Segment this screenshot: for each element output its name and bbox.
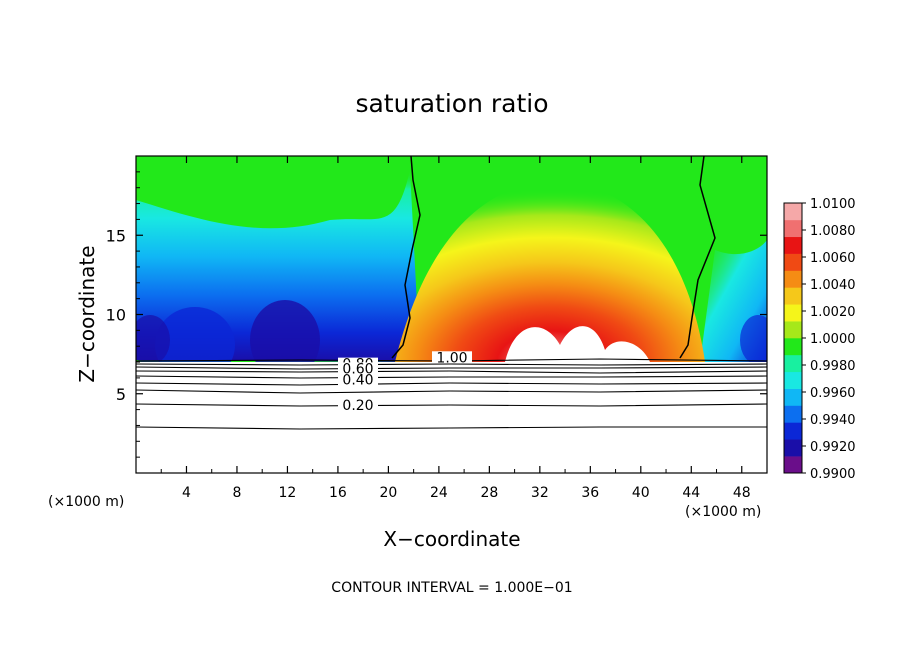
cool-lobe [740, 315, 767, 362]
colorbar-band [784, 405, 802, 423]
y-tick-label: 15 [106, 226, 126, 245]
colorbar-band [784, 321, 802, 339]
colorbar-label: 1.0080 [810, 224, 856, 239]
colorbar-label: 1.0060 [810, 251, 856, 266]
colorbar: 0.9900 0.9920 0.9940 0.9960 0.9980 1.0000 1.00… [783, 197, 856, 482]
contour-labels: 1.000.800.600.400.20 [338, 350, 472, 414]
y-tick-label: 10 [106, 306, 126, 325]
x-axis-label: X−coordinate [383, 527, 520, 551]
colorbar-band [784, 253, 802, 271]
colorbar-label: 1.0040 [810, 278, 856, 293]
x-tick-label: 16 [329, 485, 347, 501]
high-region [505, 326, 650, 362]
colorbar-label: 0.9920 [810, 440, 856, 455]
contour-label-bg [338, 398, 378, 411]
x-tick-label: 40 [632, 485, 650, 501]
x-tick-label: 24 [430, 485, 448, 501]
contour-label: 1.00 [436, 350, 467, 366]
colorbar-band [784, 203, 802, 221]
colorbar-label: 1.0000 [810, 332, 856, 347]
colorbar-band [784, 338, 802, 356]
colorbar-band [784, 287, 802, 305]
colorbar-band [784, 439, 802, 457]
x-tick-label: 28 [480, 485, 498, 501]
contour-label-bg [338, 373, 378, 386]
colorbar-band [784, 371, 802, 389]
contour-label: 0.40 [342, 372, 373, 388]
colorbar-label: 0.9900 [810, 467, 856, 482]
colorbar-label: 1.0020 [810, 305, 856, 320]
contour-label-bg [338, 362, 378, 375]
cool-lobe [136, 315, 170, 362]
colorbar-band [784, 456, 802, 474]
colorbar-band [784, 354, 802, 373]
y-axis-label: Z−coordinate [75, 245, 99, 382]
colorbar-label: 0.9980 [810, 359, 856, 374]
colorbar-label: 0.9960 [810, 386, 856, 401]
plot-area: 1.000.800.600.400.20 4812162024283236404… [106, 155, 768, 501]
colorbar-band [784, 270, 802, 288]
contour-lines [135, 358, 768, 430]
contour-label-bg [432, 351, 472, 364]
colorbar-band [784, 304, 802, 322]
cool-lobe [155, 307, 235, 362]
contour-1.00-right [679, 155, 716, 359]
x-unit-right: (×1000 m) [685, 504, 761, 520]
cool-lobe [250, 300, 320, 362]
colorbar-band [784, 219, 802, 238]
colorbar-band [784, 422, 802, 440]
contour-1.00-left [391, 155, 421, 359]
x-tick-label: 8 [232, 485, 241, 501]
x-unit-left: (×1000 m) [48, 494, 124, 510]
colorbar-band [784, 388, 802, 406]
x-tick-label: 4 [182, 485, 191, 501]
contour-label: 0.20 [342, 398, 373, 414]
y-tick-label: 5 [116, 385, 126, 404]
colorbar-label: 0.9940 [810, 413, 856, 428]
x-tick-label: 48 [733, 485, 751, 501]
chart-title: saturation ratio [355, 89, 548, 118]
x-tick-label: 20 [379, 485, 397, 501]
footer-note: CONTOUR INTERVAL = 1.000E−01 [331, 580, 572, 596]
contour-label: 0.60 [342, 361, 373, 377]
colorbar-label: 1.0100 [810, 197, 856, 212]
warm-dome [395, 180, 705, 362]
x-tick-label: 36 [581, 485, 599, 501]
x-tick-label: 44 [682, 485, 700, 501]
colorbar-band [784, 236, 802, 254]
x-tick-label: 12 [279, 485, 297, 501]
x-tick-label: 32 [531, 485, 549, 501]
